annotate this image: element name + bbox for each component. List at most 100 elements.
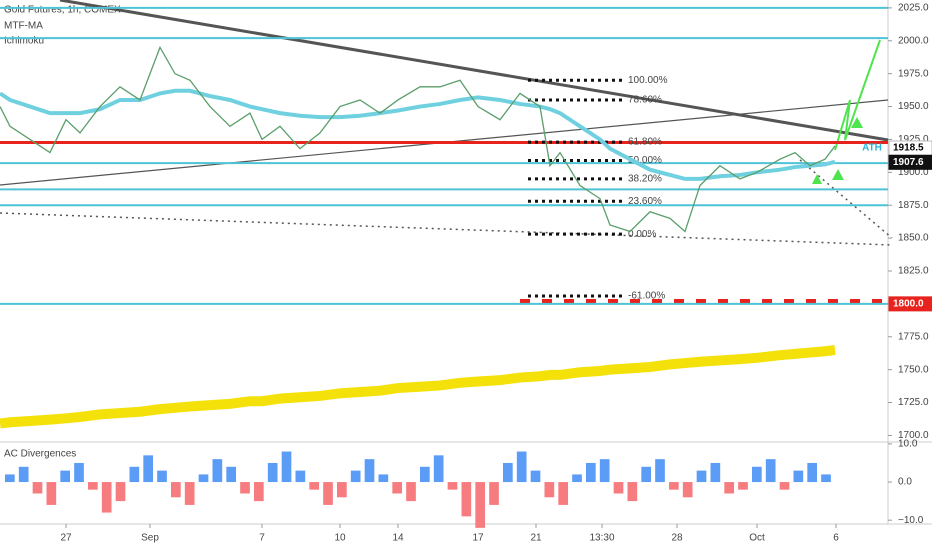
histogram-bar — [738, 482, 748, 490]
histogram-bar — [724, 482, 735, 494]
y-tick-label: 1875.0 — [898, 200, 929, 211]
histogram-bar — [516, 451, 527, 483]
histogram-bar — [88, 482, 98, 490]
histogram-bar — [627, 482, 638, 502]
histogram-bar — [198, 474, 209, 483]
histogram-bar — [212, 459, 223, 483]
histogram-bar — [420, 466, 430, 483]
histogram-bar — [309, 482, 320, 490]
histogram-bar — [641, 466, 652, 483]
arrows — [812, 117, 863, 184]
histogram-bar — [129, 466, 140, 483]
histogram-bar — [226, 466, 237, 483]
x-tick-label: Sep — [141, 533, 159, 544]
x-tick-label: 13:30 — [589, 533, 614, 544]
x-tick-label: 28 — [671, 533, 683, 544]
y-tick-label: −10.0 — [898, 515, 924, 526]
histogram-bar — [613, 482, 624, 494]
indicator: Ichimoku — [4, 36, 44, 47]
fib-label: 78.60% — [628, 95, 662, 106]
histogram-bar — [378, 474, 389, 483]
y-tick-label: 1700.0 — [898, 430, 929, 441]
price-label: 1907.6 — [893, 157, 924, 168]
fib-label: 61.80% — [628, 137, 662, 148]
histogram-bar — [364, 459, 375, 483]
y-tick-label: 1975.0 — [898, 68, 929, 79]
histogram-bar — [157, 470, 167, 483]
histogram-bar — [503, 462, 513, 483]
histogram-bar — [530, 470, 541, 483]
y-tick-label: 1775.0 — [898, 331, 929, 342]
histogram-bar — [821, 474, 831, 483]
histogram-bar — [46, 482, 57, 505]
fib-label: 0.00% — [628, 229, 656, 240]
y-tick-label: 2025.0 — [898, 3, 929, 14]
histogram-bar — [447, 482, 458, 490]
series-line — [0, 344, 836, 429]
fib-label: 50.00% — [628, 155, 662, 166]
histogram-bar — [74, 462, 84, 483]
histogram-bar — [60, 470, 71, 483]
histogram-bar — [406, 482, 416, 502]
histogram-bar — [586, 462, 596, 483]
y-tick-label: 0.0 — [898, 477, 912, 488]
histogram-bar — [267, 462, 278, 483]
histogram-bar — [765, 459, 776, 483]
y-tick-label: 2000.0 — [898, 35, 929, 46]
x-tick-label: 6 — [833, 533, 839, 544]
x-tick-label: 7 — [259, 533, 265, 544]
x-tick-label: 14 — [392, 533, 404, 544]
y-tick-label: 1725.0 — [898, 397, 929, 408]
price-label: 1918.5 — [893, 143, 924, 154]
histogram-bar — [655, 459, 665, 483]
indicator: MTF-MA — [4, 21, 43, 32]
histogram-bar — [115, 482, 126, 502]
histogram-bar — [337, 482, 347, 498]
price-label-box — [888, 154, 932, 170]
y-tick-label: 1825.0 — [898, 266, 929, 277]
histogram-bar — [433, 455, 444, 483]
histogram-bar — [171, 482, 181, 498]
y-tick-label: 10.0 — [898, 439, 918, 450]
panel-title: AC Divergences — [4, 449, 76, 460]
y-tick-label: 1950.0 — [898, 101, 929, 112]
annotation: ATH — [862, 143, 882, 154]
chart-title: Gold Futures, 1h, COMEX — [4, 5, 121, 16]
y-tick-label: 1900.0 — [898, 167, 929, 178]
histogram-bar — [101, 482, 112, 513]
series-line — [0, 88, 836, 181]
fib-label: 23.60% — [628, 196, 662, 207]
histogram-bar — [32, 482, 43, 494]
histogram-bar — [807, 462, 818, 483]
histogram-bar — [143, 455, 154, 483]
histogram-bar — [793, 470, 804, 483]
series-line — [0, 45, 836, 233]
fib-label: 38.20% — [628, 174, 662, 185]
histogram-bar — [350, 470, 361, 483]
histogram-bar — [779, 482, 790, 490]
histogram-bar — [461, 482, 472, 517]
histogram-bar — [682, 482, 693, 498]
histogram-bar — [240, 482, 250, 494]
fib-label: -61.00% — [628, 291, 665, 302]
price-label-box — [888, 296, 932, 312]
projection-arrow — [834, 39, 881, 151]
histogram-bar — [599, 459, 610, 483]
histogram-bar — [696, 470, 707, 483]
histogram-bar — [475, 482, 486, 528]
x-tick-label: 17 — [472, 533, 484, 544]
histogram-bar — [281, 451, 292, 483]
histogram-bar — [669, 482, 679, 490]
histogram-bar — [572, 474, 582, 483]
histogram-bar — [752, 466, 762, 483]
projection — [799, 159, 893, 239]
price-label: 1800.0 — [893, 299, 924, 310]
histogram-bar — [392, 482, 403, 494]
histogram-bar — [295, 470, 306, 483]
histogram-bar — [18, 466, 29, 483]
x-tick-label: 27 — [60, 533, 72, 544]
y-tick-label: 1750.0 — [898, 364, 929, 375]
histogram-bar — [558, 482, 569, 505]
